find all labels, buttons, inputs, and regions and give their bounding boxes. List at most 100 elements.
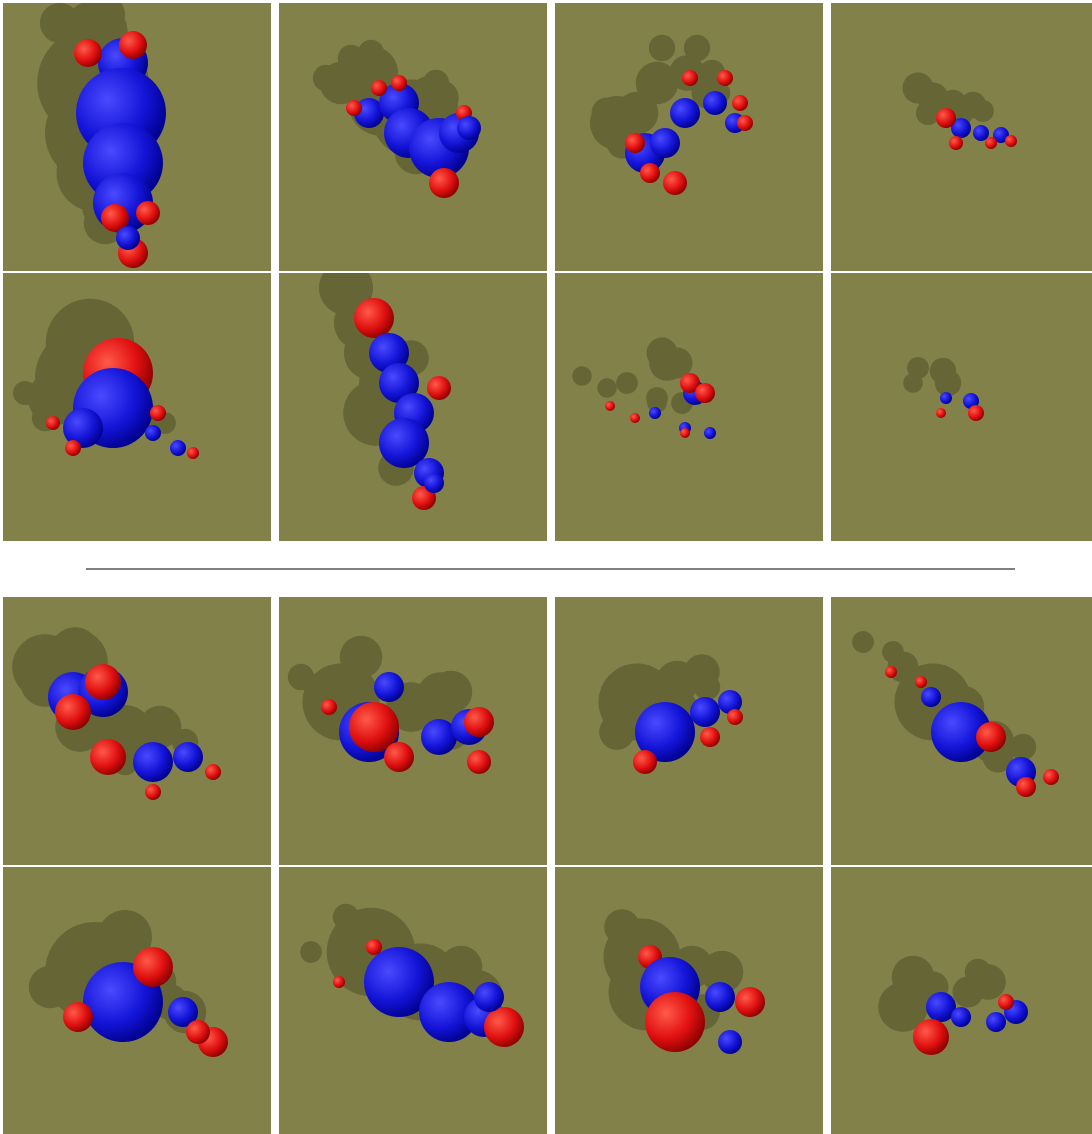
red-sphere: [1043, 769, 1059, 785]
red-sphere: [366, 939, 382, 955]
red-sphere: [645, 992, 705, 1052]
red-sphere: [429, 168, 459, 198]
red-sphere: [467, 750, 491, 774]
blue-sphere: [690, 697, 720, 727]
red-sphere: [700, 727, 720, 747]
blue-sphere: [650, 128, 680, 158]
red-sphere: [187, 447, 199, 459]
molecule: [12, 627, 221, 800]
shadow-blob: [972, 100, 994, 122]
molecule: [319, 273, 451, 510]
blue-sphere: [145, 425, 161, 441]
red-sphere: [90, 739, 126, 775]
molecule: [12, 298, 199, 459]
shadow-blob: [648, 34, 676, 62]
red-sphere: [349, 702, 399, 752]
blue-sphere: [951, 1007, 971, 1027]
red-sphere: [913, 1019, 949, 1055]
molecule: [878, 955, 1028, 1055]
molecule: [852, 631, 1059, 797]
blue-sphere: [424, 473, 444, 493]
render-panel: [555, 867, 823, 1134]
red-sphere: [55, 694, 91, 730]
red-sphere: [464, 707, 494, 737]
shadow-blob: [50, 627, 100, 677]
shadow-blob: [693, 673, 721, 701]
shadow-blob: [915, 100, 941, 126]
blue-sphere: [173, 742, 203, 772]
molecule: [572, 337, 716, 439]
panel-background: [831, 273, 1092, 541]
blue-sphere: [168, 997, 198, 1027]
shadow-blob: [635, 61, 679, 105]
render-panel: [831, 273, 1092, 541]
red-sphere: [384, 742, 414, 772]
red-sphere: [205, 764, 221, 780]
molecule: [37, 3, 166, 268]
molecule: [598, 654, 743, 774]
red-sphere: [333, 976, 345, 988]
blue-sphere: [457, 116, 481, 140]
shadow-blob: [339, 635, 383, 679]
red-sphere: [63, 1002, 93, 1032]
red-sphere: [46, 416, 60, 430]
blue-sphere: [973, 125, 989, 141]
shadow-blob: [572, 366, 592, 386]
red-sphere: [186, 1020, 210, 1044]
shadow-blob: [599, 714, 635, 750]
blue-sphere: [705, 982, 735, 1012]
red-sphere: [101, 204, 129, 232]
shadow-blob: [903, 373, 923, 393]
shadow: [572, 337, 693, 414]
blue-sphere: [116, 226, 140, 250]
blue-sphere: [649, 407, 661, 419]
blue-sphere: [379, 363, 419, 403]
shadow-blob: [683, 34, 711, 62]
red-sphere: [663, 171, 687, 195]
molecule: [312, 39, 481, 198]
red-sphere: [630, 413, 640, 423]
red-sphere: [737, 115, 753, 131]
red-sphere: [968, 405, 984, 421]
red-sphere: [1016, 777, 1036, 797]
shadow-blob: [615, 91, 659, 135]
shadow-blob: [332, 903, 360, 931]
render-panel: [279, 597, 547, 865]
shadow-blob: [952, 102, 974, 124]
shadow-blob: [429, 670, 473, 714]
molecule: [28, 910, 228, 1057]
blue-sphere: [704, 427, 716, 439]
shadow-blob: [39, 3, 81, 44]
blue-sphere: [364, 947, 434, 1017]
shadow-blob: [597, 378, 617, 398]
render-panel: [831, 597, 1092, 865]
red-sphere: [136, 201, 160, 225]
blue-sphere: [379, 418, 429, 468]
molecule: [903, 357, 984, 421]
blue-sphere: [474, 982, 504, 1012]
red-sphere: [119, 31, 147, 59]
red-sphere: [145, 784, 161, 800]
render-panel: [279, 3, 547, 271]
red-sphere: [133, 947, 173, 987]
molecule: [603, 909, 765, 1054]
blue-sphere: [703, 91, 727, 115]
red-sphere: [936, 408, 946, 418]
red-sphere: [949, 136, 963, 150]
render-panel: [831, 3, 1092, 271]
shadow-blob: [882, 641, 904, 663]
shadow-blob: [300, 941, 322, 963]
red-sphere: [682, 70, 698, 86]
shadow-blob: [934, 369, 962, 397]
red-sphere: [65, 440, 81, 456]
red-sphere: [680, 428, 690, 438]
blue-sphere: [931, 702, 991, 762]
shadow-blob: [852, 631, 874, 653]
red-sphere: [885, 666, 897, 678]
render-panel: [279, 867, 547, 1134]
blue-sphere: [921, 687, 941, 707]
blue-sphere: [718, 1030, 742, 1054]
shadow-blob: [423, 80, 459, 116]
shadow-blob: [28, 965, 72, 1009]
